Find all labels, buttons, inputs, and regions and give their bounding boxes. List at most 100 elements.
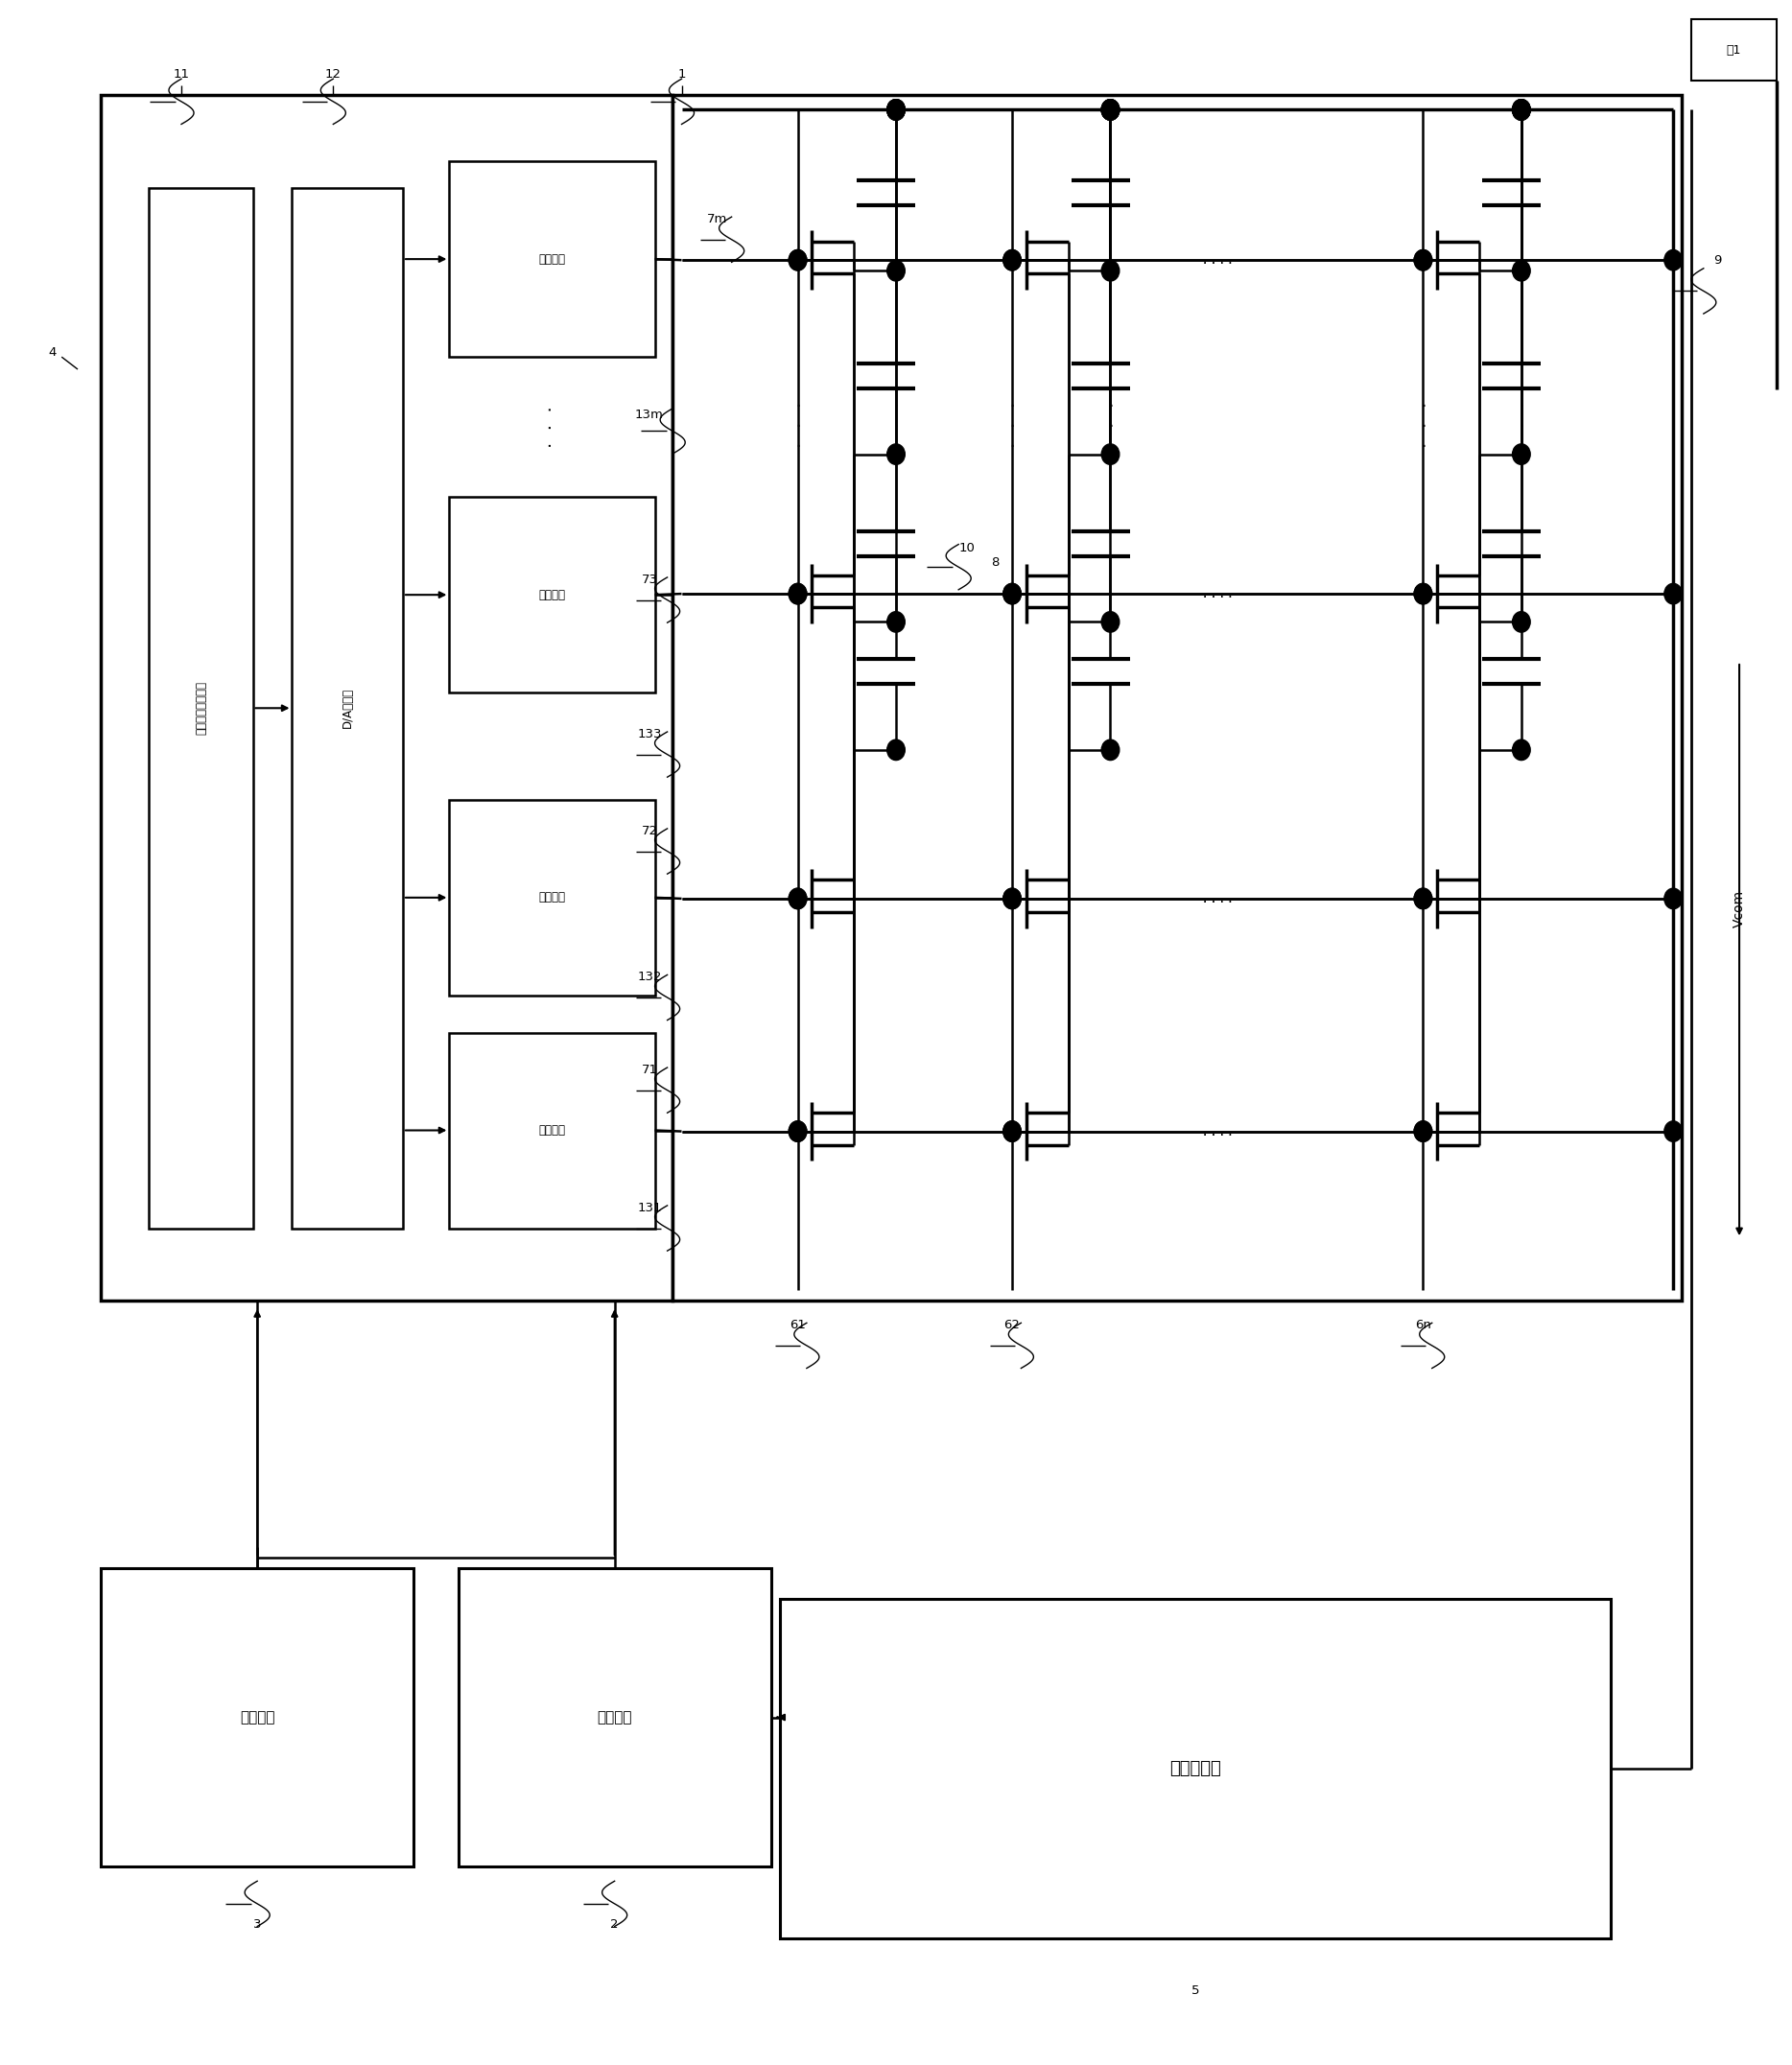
- Text: 2: 2: [611, 1918, 618, 1931]
- Circle shape: [887, 99, 905, 120]
- Circle shape: [1102, 99, 1120, 120]
- Text: ·
·
·: · · ·: [894, 399, 898, 456]
- Text: 图像数据处理电路: 图像数据处理电路: [195, 681, 208, 735]
- Text: . . . .: . . . .: [1202, 254, 1233, 266]
- Bar: [780, 1598, 1611, 1939]
- Circle shape: [1004, 888, 1021, 909]
- Text: 132: 132: [638, 971, 661, 983]
- Circle shape: [1414, 250, 1432, 271]
- Text: ·
·
·: · · ·: [1107, 399, 1113, 456]
- Circle shape: [887, 99, 905, 120]
- Circle shape: [1414, 584, 1432, 605]
- Circle shape: [1665, 888, 1683, 909]
- Text: D/A转换器: D/A转换器: [340, 688, 353, 729]
- Text: 71: 71: [642, 1063, 658, 1076]
- Circle shape: [788, 584, 806, 605]
- Text: 输出电路: 输出电路: [539, 252, 566, 264]
- Circle shape: [1512, 99, 1530, 120]
- Text: 5: 5: [1192, 1984, 1199, 1997]
- Circle shape: [1102, 444, 1120, 465]
- Circle shape: [887, 739, 905, 760]
- Circle shape: [1102, 611, 1120, 632]
- Text: 7m: 7m: [708, 213, 728, 225]
- Circle shape: [1414, 1121, 1432, 1142]
- Bar: [672, 95, 1683, 1301]
- Circle shape: [1102, 99, 1120, 120]
- Text: 灰度电源: 灰度电源: [240, 1710, 274, 1724]
- Text: 131: 131: [638, 1202, 661, 1214]
- Bar: [149, 188, 253, 1229]
- Bar: [292, 188, 403, 1229]
- Bar: [450, 1032, 654, 1229]
- Text: ·  ·  ·: · · ·: [543, 407, 561, 448]
- Text: 4: 4: [48, 347, 57, 359]
- Bar: [450, 799, 654, 995]
- Circle shape: [1414, 250, 1432, 271]
- Bar: [100, 95, 672, 1301]
- Text: . . . .: . . . .: [1202, 254, 1233, 266]
- Circle shape: [1512, 99, 1530, 120]
- Text: 控制电路: 控制电路: [597, 1710, 633, 1724]
- Bar: [100, 1567, 414, 1867]
- Text: 3: 3: [253, 1918, 262, 1931]
- Circle shape: [1512, 260, 1530, 281]
- Text: 10: 10: [959, 543, 975, 555]
- Text: 1: 1: [677, 68, 686, 81]
- Circle shape: [1414, 584, 1432, 605]
- Text: . . . .: . . . .: [1202, 1125, 1233, 1138]
- Text: 8: 8: [991, 558, 998, 570]
- Text: 72: 72: [642, 824, 658, 836]
- Circle shape: [1102, 739, 1120, 760]
- Circle shape: [1512, 99, 1530, 120]
- Text: 73: 73: [642, 574, 658, 586]
- Text: ·
·
·: · · ·: [1421, 399, 1426, 456]
- Text: . . . .: . . . .: [1202, 586, 1233, 601]
- Text: 12: 12: [324, 68, 340, 81]
- Circle shape: [1665, 250, 1683, 271]
- Circle shape: [1414, 888, 1432, 909]
- Circle shape: [788, 584, 806, 605]
- Circle shape: [1004, 250, 1021, 271]
- Circle shape: [788, 1121, 806, 1142]
- Circle shape: [1004, 584, 1021, 605]
- Circle shape: [1665, 1121, 1683, 1142]
- Circle shape: [1512, 611, 1530, 632]
- Text: ·
·
·: · · ·: [1009, 399, 1014, 456]
- Circle shape: [788, 1121, 806, 1142]
- Text: 13m: 13m: [634, 409, 663, 421]
- Circle shape: [788, 250, 806, 271]
- Text: Vcom: Vcom: [1733, 890, 1745, 927]
- Bar: [459, 1567, 771, 1867]
- Text: 图1: 图1: [1726, 43, 1742, 56]
- Circle shape: [1512, 444, 1530, 465]
- Text: ·
·
·: · · ·: [796, 399, 801, 456]
- Text: 输出电路: 输出电路: [539, 1123, 566, 1136]
- Bar: [450, 498, 654, 692]
- Circle shape: [887, 99, 905, 120]
- Circle shape: [1004, 584, 1021, 605]
- Circle shape: [788, 888, 806, 909]
- Text: . . . .: . . . .: [1202, 1125, 1233, 1138]
- Circle shape: [1512, 739, 1530, 760]
- Circle shape: [887, 260, 905, 281]
- Text: 11: 11: [174, 68, 190, 81]
- Text: 输出电路: 输出电路: [539, 892, 566, 904]
- Text: 133: 133: [638, 727, 661, 739]
- Text: . . . .: . . . .: [1202, 892, 1233, 904]
- Text: 62: 62: [1004, 1320, 1020, 1332]
- Circle shape: [887, 444, 905, 465]
- Circle shape: [1102, 99, 1120, 120]
- Bar: [450, 161, 654, 357]
- Circle shape: [1665, 584, 1683, 605]
- Circle shape: [1512, 99, 1530, 120]
- Text: 输出电路: 输出电路: [539, 589, 566, 601]
- Circle shape: [1004, 1121, 1021, 1142]
- Circle shape: [1102, 99, 1120, 120]
- Text: 9: 9: [1713, 254, 1722, 266]
- Text: . . . .: . . . .: [1202, 892, 1233, 904]
- Bar: [1692, 19, 1778, 81]
- Circle shape: [1004, 888, 1021, 909]
- Circle shape: [788, 888, 806, 909]
- Text: 栅极驱动器: 栅极驱动器: [1170, 1759, 1220, 1778]
- Circle shape: [1414, 1121, 1432, 1142]
